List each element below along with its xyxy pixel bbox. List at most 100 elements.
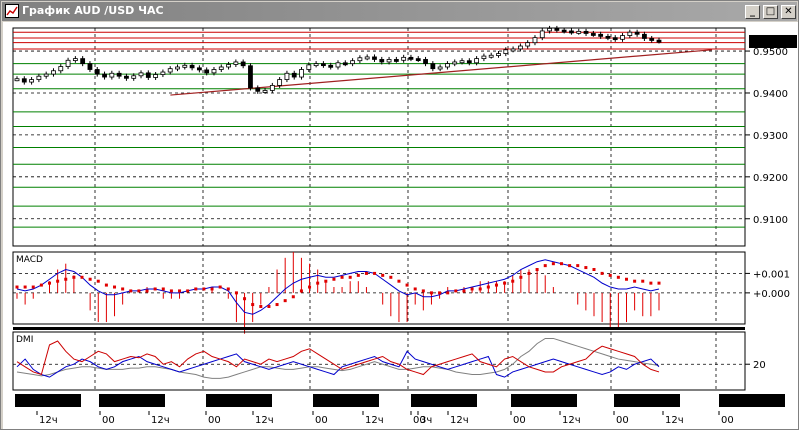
candle-body [284, 72, 290, 80]
candle-body [321, 63, 326, 67]
macd-signal-point [161, 287, 165, 291]
candle-body [350, 60, 355, 65]
candle-body [547, 28, 552, 32]
macd-signal-point [194, 287, 198, 291]
candle-body [94, 69, 100, 75]
macd-signal-point [202, 287, 206, 291]
macd-signal-point [649, 281, 653, 285]
macd-signal-point [234, 291, 238, 295]
candle-body [393, 59, 399, 62]
macd-signal-point [316, 281, 320, 285]
chart-area[interactable]: 0.9500 0.9400 0.9300 0.9200 0.9100 0.9524 +0.… [3, 22, 798, 429]
macd-signal-point [356, 273, 360, 277]
candle-body [605, 35, 611, 39]
candle-body [269, 85, 275, 91]
candle-body [576, 30, 582, 34]
candle-body [240, 61, 246, 67]
macd-signal-point [178, 289, 182, 293]
macd-signal-point [96, 279, 100, 283]
hour-label: 12ч [365, 415, 384, 426]
macd-signal-point [23, 285, 27, 289]
maximize-button[interactable]: □ [763, 5, 778, 19]
hour-label: 12ч [39, 415, 58, 426]
candle-body [590, 33, 596, 36]
macd-signal-point [592, 268, 596, 272]
chart-canvas[interactable]: 0.9500 0.9400 0.9300 0.9200 0.9100 0.9524 +0.… [3, 22, 798, 429]
macd-signal-point [438, 291, 442, 295]
macd-signal-point [153, 287, 157, 291]
macd-signal-point [169, 289, 173, 293]
hour-label: 12ч [151, 415, 170, 426]
candle-body [138, 72, 144, 77]
macd-signal-point [243, 297, 247, 301]
date-label-box [511, 394, 577, 407]
macd-signal-point [454, 289, 458, 293]
candle-body [488, 54, 494, 58]
macd-signal-point [186, 289, 190, 293]
candle-body [656, 39, 662, 43]
minimize-button[interactable]: _ [745, 5, 760, 19]
candle-body [160, 71, 166, 75]
window-title: График AUD /USD ЧАС [22, 4, 164, 17]
candle-body [65, 59, 71, 67]
macd-signal-point [15, 285, 19, 289]
candle-body [262, 90, 268, 93]
candle-body [372, 56, 377, 60]
time-axis: 8.10.2013 9.10.2013 10.10.2013 11.10.2013 14… [15, 394, 785, 426]
macd-signal-point [348, 275, 352, 279]
candle-body [153, 74, 159, 78]
candle-body [561, 29, 567, 33]
hour-label: 12ч [450, 415, 469, 426]
macd-signal-point [413, 287, 417, 291]
candle-body [517, 45, 523, 50]
macd-signal-point [519, 275, 523, 279]
trend-line [170, 49, 713, 96]
candle-body [503, 49, 509, 54]
date-label: 11.10.2013 [317, 396, 374, 407]
candle-body [14, 78, 20, 82]
macd-signal-point [145, 289, 149, 293]
candle-body [248, 65, 253, 89]
macd-signal-point [56, 279, 60, 283]
macd-signal-point [446, 291, 450, 295]
candle-body [379, 59, 385, 63]
macd-signal-point [299, 289, 303, 293]
macd-signal-point [39, 283, 43, 287]
macd-signal-point [324, 279, 328, 283]
date-label: 15.10.2013 [515, 396, 572, 407]
date-label-box [99, 394, 165, 407]
date-label: 17.10.2013 [723, 396, 780, 407]
candle-body [342, 62, 348, 66]
macd-signal-point [283, 299, 287, 303]
macd-tick-label: +0.000 [753, 289, 790, 300]
candle-body [131, 75, 137, 79]
hour-label: 3ч [420, 415, 432, 426]
candle-body [116, 72, 122, 77]
date-label-box [313, 394, 379, 407]
hour-label: 00 [721, 415, 734, 426]
macd-signal-point [470, 287, 474, 291]
macd-signal-point [405, 283, 409, 287]
macd-signal-point [478, 287, 482, 291]
date-label: 8.10.2013 [19, 396, 70, 407]
title-bar[interactable]: График AUD /USD ЧАС _ □ ✕ [2, 2, 797, 21]
macd-signal-point [397, 279, 401, 283]
candle-body [408, 56, 414, 60]
candle-body [167, 68, 173, 73]
candle-body [226, 64, 231, 68]
close-button[interactable]: ✕ [781, 5, 796, 19]
candle-body [182, 64, 188, 68]
candle-body [510, 48, 516, 52]
minus-di-line [16, 350, 660, 378]
candle-body [328, 64, 334, 68]
macd-signal-point [31, 285, 35, 289]
candle-body [72, 58, 78, 62]
macd-signal-point [137, 289, 141, 293]
macd-signal-point [275, 303, 279, 307]
macd-signal-point [88, 277, 92, 281]
macd-title: MACD [16, 255, 43, 265]
hour-label: 00 [315, 415, 328, 426]
candle-body [612, 37, 618, 41]
macd-signal-point [527, 271, 531, 275]
